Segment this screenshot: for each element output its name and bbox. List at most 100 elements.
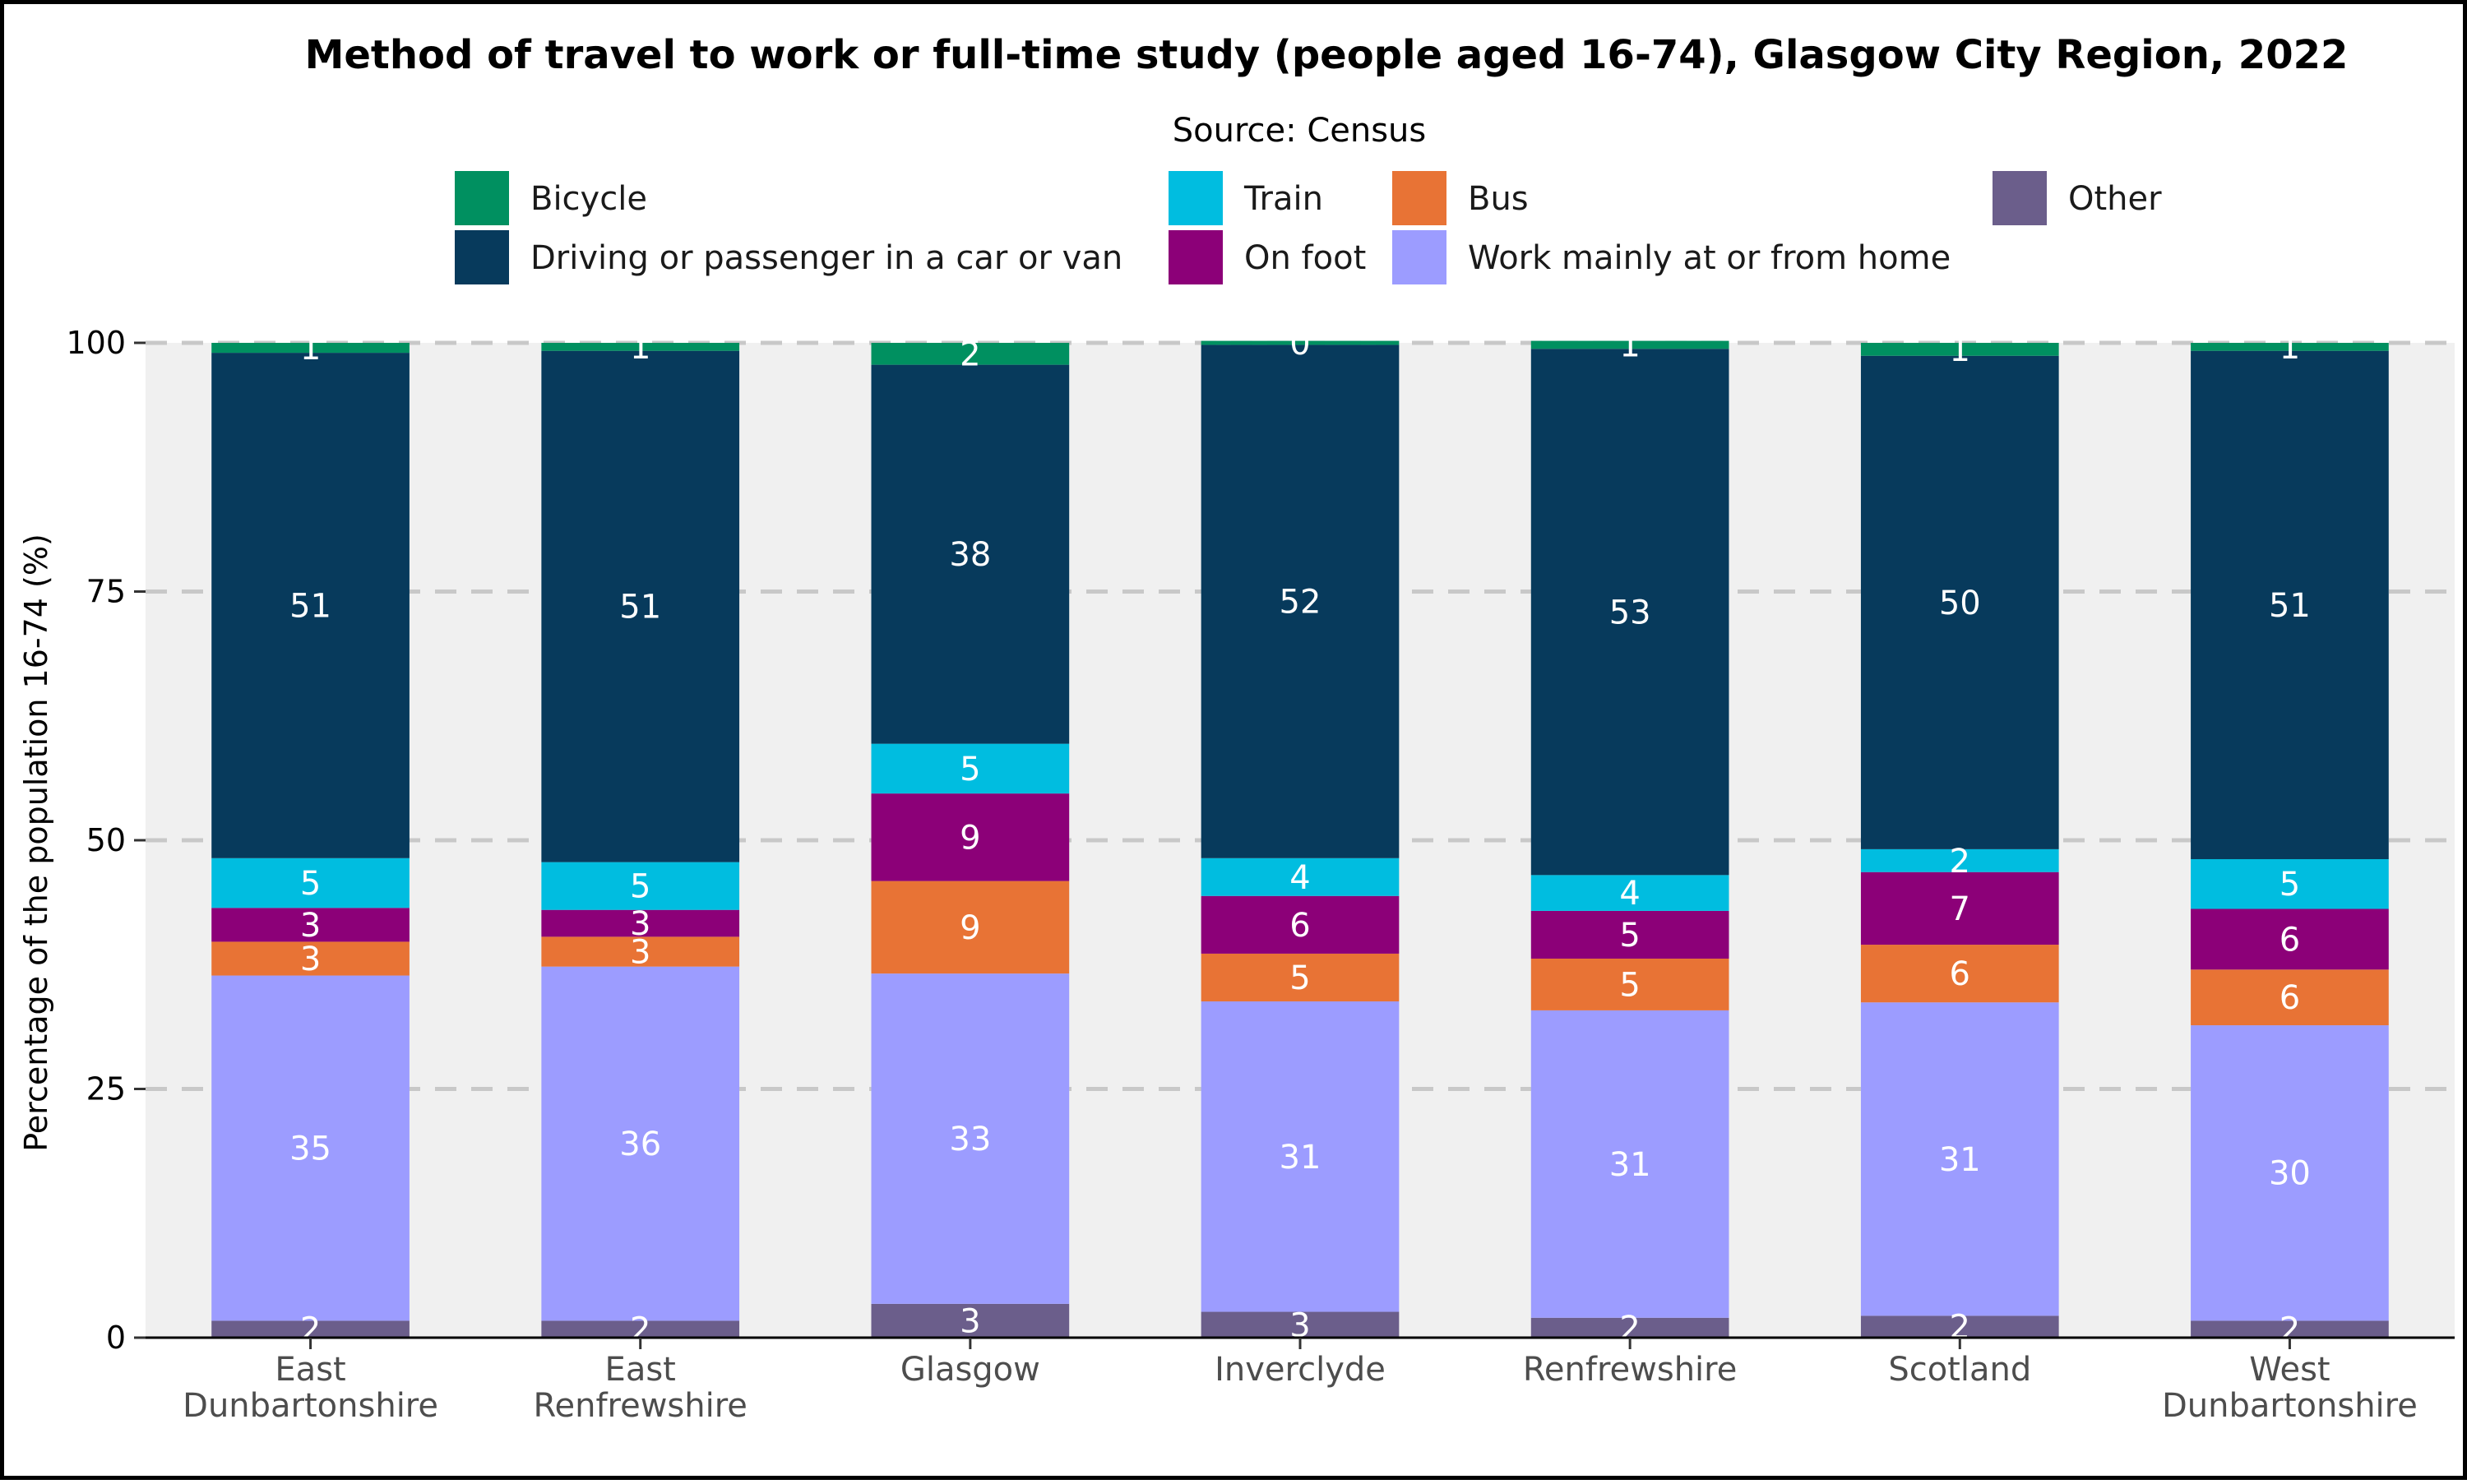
bar-work-mainly-at-or-from-home-east-renfrewshire [541,966,740,1321]
bar-train-inverclyde [1201,858,1400,896]
legend-item-bus: Bus [1392,171,1529,225]
data-label-bicycle-inverclyde: 0 [1289,325,1310,363]
data-label-driving-or-passenger-in-a-car-or-van-east-dunbartonshire: 51 [289,587,331,625]
data-label-on-foot-east-dunbartonshire: 3 [300,907,321,945]
x-axis: East Dunbartonshire East Renfrewshire Glasgo… [183,1338,2418,1425]
data-label-train-east-dunbartonshire: 5 [300,865,321,903]
bar-stack-east-renfrewshire [541,343,740,1338]
bars [211,340,2389,1338]
bar-other-east-dunbartonshire [211,1320,410,1338]
x-tick-label-west-dunbartonshire: West Dunbartonshire [2162,1351,2418,1425]
data-label-on-foot-glasgow: 9 [960,819,980,857]
legend-label-bicycle: Bicycle [530,180,647,218]
bar-bus-east-dunbartonshire [211,941,410,976]
x-tick-label-glasgow: Glasgow [900,1351,1040,1389]
y-axis-label: Percentage of the population 16-74 (%) [18,534,54,1152]
bar-bicycle-renfrewshire [1530,340,1729,349]
data-label-bicycle-east-dunbartonshire: 1 [300,330,321,368]
legend-swatch-on-foot [1169,230,1223,284]
bar-other-renfrewshire [1530,1317,1729,1338]
x-tick-label-inverclyde: Inverclyde [1215,1351,1386,1389]
data-label-train-scotland: 2 [1950,843,1970,881]
bar-stack-scotland [1860,343,2059,1338]
bar-train-west-dunbartonshire [2191,858,2389,909]
bar-bus-inverclyde [1201,953,1400,1002]
gridlines [146,340,2455,1091]
bar-other-inverclyde [1201,1311,1400,1338]
data-label-bus-inverclyde: 5 [1289,959,1310,997]
bar-on-foot-inverclyde [1201,895,1400,954]
bar-train-renfrewshire [1530,875,1729,911]
bar-stack-inverclyde [1201,340,1400,1338]
data-label-work-mainly-at-or-from-home-inverclyde: 31 [1280,1139,1321,1177]
bar-bus-east-renfrewshire [541,936,740,967]
data-label-train-renfrewshire: 4 [1619,875,1640,913]
legend-swatch-train [1169,171,1223,225]
data-label-work-mainly-at-or-from-home-glasgow: 33 [949,1121,991,1158]
legend-item-driving-or-passenger-in-a-car-or-van: Driving or passenger in a car or van [455,230,1122,284]
legend-swatch-driving-or-passenger-in-a-car-or-van [455,230,509,284]
bar-bus-renfrewshire [1530,958,1729,1010]
x-tick-label-east-dunbartonshire: East Dunbartonshire [183,1351,438,1425]
bar-work-mainly-at-or-from-home-east-dunbartonshire [211,975,410,1321]
y-tick-label-50: 50 [86,822,126,858]
bar-on-foot-scotland [1860,871,2059,945]
data-label-train-west-dunbartonshire: 5 [2280,866,2300,904]
data-label-work-mainly-at-or-from-home-scotland: 31 [1939,1141,1981,1179]
bar-train-scotland [1860,848,2059,872]
bar-driving-or-passenger-in-a-car-or-van-east-dunbartonshire [211,353,410,858]
x-tick-label-scotland: Scotland [1888,1351,2031,1389]
bar-driving-or-passenger-in-a-car-or-van-west-dunbartonshire [2191,350,2389,859]
bar-bicycle-east-dunbartonshire [211,343,410,354]
bar-other-east-renfrewshire [541,1320,740,1338]
x-tick-label-east-renfrewshire: East Renfrewshire [534,1351,748,1425]
bar-other-scotland [1860,1315,2059,1338]
bar-bicycle-inverclyde [1201,340,1400,345]
bar-bicycle-east-renfrewshire [541,343,740,351]
legend-item-train: Train [1169,171,1323,225]
bar-stack-east-dunbartonshire [211,343,410,1338]
legend-item-other: Other [1993,171,2162,225]
chart-subtitle: Source: Census [1173,112,1427,150]
data-labels: 2353355112363355113339953823315645202315… [289,325,2311,1349]
legend-label-train: Train [1243,180,1323,218]
data-label-on-foot-inverclyde: 6 [1289,907,1310,945]
y-tick-label-0: 0 [106,1320,126,1356]
y-tick-label-100: 100 [66,325,126,361]
bar-work-mainly-at-or-from-home-glasgow [871,973,1070,1304]
data-label-bus-glasgow: 9 [960,909,980,947]
bar-bus-glasgow [871,881,1070,974]
data-label-work-mainly-at-or-from-home-east-dunbartonshire: 35 [289,1130,331,1167]
data-label-other-glasgow: 3 [960,1302,980,1340]
y-axis: 0 25 50 75 100 [66,325,146,1356]
data-label-bicycle-renfrewshire: 1 [1619,326,1640,364]
bar-work-mainly-at-or-from-home-west-dunbartonshire [2191,1025,2389,1321]
bar-on-foot-west-dunbartonshire [2191,908,2389,970]
bar-driving-or-passenger-in-a-car-or-van-scotland [1860,355,2059,849]
legend-item-work-mainly-at-or-from-home: Work mainly at or from home [1392,230,1951,284]
data-label-on-foot-scotland: 7 [1950,890,1970,928]
legend-swatch-work-mainly-at-or-from-home [1392,230,1446,284]
data-label-driving-or-passenger-in-a-car-or-van-inverclyde: 52 [1280,584,1321,622]
data-label-work-mainly-at-or-from-home-west-dunbartonshire: 30 [2269,1155,2311,1193]
bar-driving-or-passenger-in-a-car-or-van-east-renfrewshire [541,350,740,862]
bar-driving-or-passenger-in-a-car-or-van-glasgow [871,364,1070,744]
bar-stack-renfrewshire [1530,340,1729,1338]
bar-train-east-renfrewshire [541,862,740,910]
bar-train-east-dunbartonshire [211,858,410,908]
y-tick-label-25: 25 [86,1071,126,1107]
legend-swatch-other [1993,171,2047,225]
legend-swatch-bus [1392,171,1446,225]
data-label-train-inverclyde: 4 [1289,859,1310,897]
y-tick-label-75: 75 [86,574,126,610]
bar-on-foot-renfrewshire [1530,910,1729,959]
data-label-on-foot-west-dunbartonshire: 6 [2280,921,2300,959]
x-tick-label-renfrewshire: Renfrewshire [1523,1351,1737,1389]
bar-stack-west-dunbartonshire [2191,343,2389,1338]
bar-other-glasgow [871,1303,1070,1338]
data-label-bus-east-renfrewshire: 3 [630,934,650,972]
legend: Bicycle Driving or passenger in a car or … [455,171,2162,284]
data-label-bicycle-west-dunbartonshire: 1 [2280,329,2300,367]
data-label-driving-or-passenger-in-a-car-or-van-west-dunbartonshire: 51 [2269,587,2311,625]
